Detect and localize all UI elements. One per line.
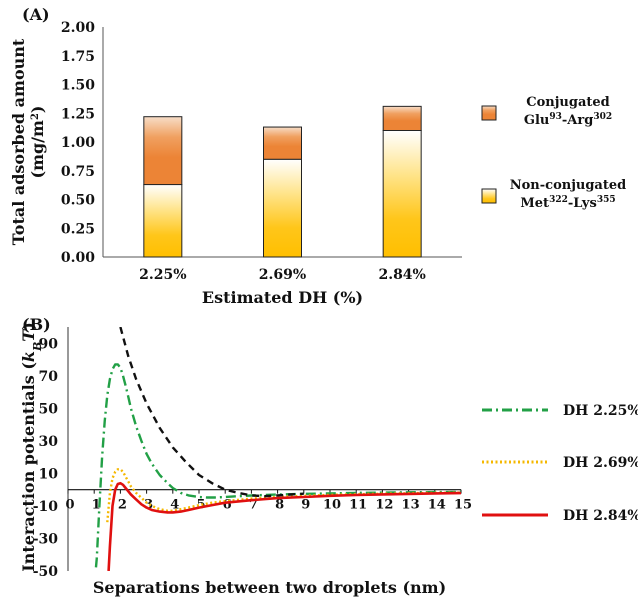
y-tick-label-b: 30 (39, 434, 59, 450)
y-tick-label-a: 0.00 (61, 250, 95, 266)
x-tick-label-b: 9 (301, 498, 310, 513)
y-axis-label-a: Total adsorbed amount(mg/m2) (9, 38, 47, 245)
legend-label-b: DH 2.25% (563, 403, 638, 419)
x-tick-label-b: 0 (65, 498, 74, 513)
panel-label-a: (A) (22, 5, 50, 24)
series-line-3 (119, 327, 304, 498)
y-axis-label-b: Interaction potentials (kBT) (19, 322, 44, 572)
y-tick-label-a: 1.25 (61, 106, 95, 122)
x-tick-label-b: 7 (249, 498, 258, 513)
legend-swatch-conjugated (481, 105, 497, 121)
panel-label-b: (B) (22, 315, 51, 334)
x-axis-label-a: Estimated DH (%) (202, 288, 363, 307)
bar-nonconjugated (143, 184, 183, 258)
x-tick-label-b: 5 (196, 498, 205, 513)
x-axis-label-b: Separations between two droplets (nm) (93, 578, 446, 597)
bar-conjugated (382, 105, 422, 131)
series-line-1 (106, 468, 461, 523)
series-line-2 (107, 481, 461, 571)
y-tick-label-a: 0.50 (61, 193, 95, 209)
y-tick-label-a: 0.75 (61, 164, 95, 180)
x-tick-label-b: 1 (92, 498, 101, 513)
y-tick-label-a: 1.00 (61, 135, 95, 151)
legend-label-nonconjugated: Non-conjugated Met322-Lys355 (510, 178, 626, 211)
x-tick-label-a: 2.84% (378, 267, 425, 283)
y-tick-label-b: -10 (33, 499, 59, 515)
y-tick-label-b: -50 (33, 564, 59, 580)
y-tick-label-a: 1.75 (61, 49, 95, 65)
y-tick-label-a: 1.50 (61, 78, 95, 94)
bar-conjugated (143, 116, 183, 186)
x-tick-label-b: 4 (170, 498, 179, 513)
x-tick-label-b: 14 (428, 498, 446, 513)
y-tick-label-a: 2.00 (61, 20, 95, 36)
x-tick-label-b: 6 (223, 498, 232, 513)
legend-label-b: DH 2.69% (563, 455, 638, 471)
y-tick-label-b: 50 (39, 401, 59, 417)
y-tick-label-b: -30 (33, 531, 59, 547)
x-tick-label-b: 13 (402, 498, 420, 513)
x-tick-label-b: 2 (118, 498, 127, 513)
y-tick-label-b: 70 (39, 369, 59, 385)
x-tick-label-a: 2.25% (139, 267, 186, 283)
y-tick-label-b: 90 (39, 336, 59, 352)
y-tick-label-b: 10 (39, 466, 59, 482)
x-tick-label-b: 12 (375, 498, 393, 513)
x-tick-label-a: 2.69% (259, 267, 306, 283)
legend-label-conjugated: Conjugated Glu93-Arg302 (524, 95, 612, 128)
x-tick-label-b: 8 (275, 498, 284, 513)
x-tick-label-b: 10 (323, 498, 341, 513)
bar-nonconjugated (263, 158, 302, 258)
bar-nonconjugated (382, 130, 422, 258)
x-tick-label-b: 15 (454, 498, 472, 513)
x-tick-label-b: 11 (349, 498, 367, 513)
bar-conjugated (263, 126, 302, 160)
x-tick-label-b: 3 (144, 498, 153, 513)
legend-label-b: DH 2.84% (563, 508, 638, 524)
series-line-0 (94, 363, 461, 571)
y-tick-label-a: 0.25 (61, 221, 95, 237)
legend-swatch-nonconjugated (481, 188, 497, 204)
